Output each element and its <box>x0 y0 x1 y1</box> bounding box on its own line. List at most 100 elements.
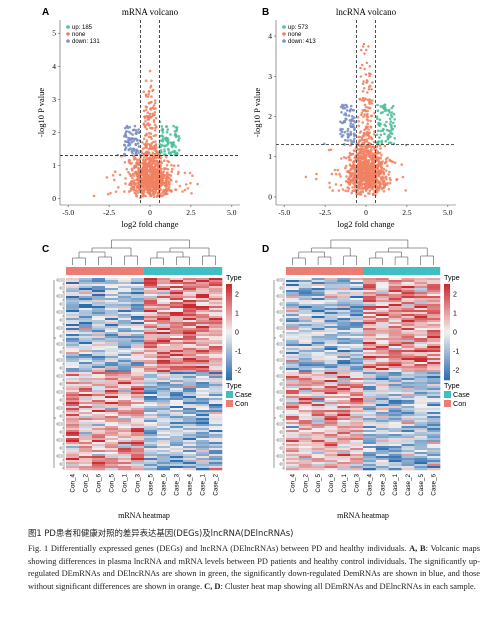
volcano-point <box>152 155 156 159</box>
scale-gradient-step <box>226 365 232 369</box>
scale-gradient-step <box>226 370 232 374</box>
volcano-point <box>170 142 173 146</box>
volcano-point <box>349 168 353 171</box>
volcano-point <box>172 124 175 128</box>
volcano-point <box>362 109 366 112</box>
volcano-point <box>362 45 365 48</box>
volcano-point <box>339 132 342 136</box>
scale-gradient-step <box>226 293 232 297</box>
panel-c-mrna-heatmap: C Con_4 Con_2 Con_6 Con_5 Con_1 Con_3 Case_5 Cas… <box>42 239 252 520</box>
volcano-point <box>154 159 158 163</box>
volcano-point <box>364 148 367 151</box>
volcano-points <box>304 42 408 198</box>
volcano-point <box>124 177 127 180</box>
scale-gradient-step <box>444 334 450 338</box>
volcano-point <box>181 190 184 193</box>
volcano-point <box>363 52 366 55</box>
volcano-point <box>127 170 130 174</box>
volcano-point <box>162 176 166 180</box>
volcano-point <box>358 191 361 194</box>
volcano-point <box>389 113 393 117</box>
volcano-point <box>347 114 351 117</box>
volcano-point <box>370 102 374 105</box>
group-annotation-cell <box>170 267 184 275</box>
volcano-point <box>379 156 383 160</box>
scale-tick-label: 2 <box>235 292 239 299</box>
volcano-point <box>168 183 171 186</box>
volcano-point <box>109 191 112 195</box>
volcano-point <box>151 162 154 165</box>
group-annotation-cell <box>105 267 119 275</box>
volcano-point <box>387 188 391 191</box>
group-legend-swatch <box>226 400 233 407</box>
heatmap-cells <box>66 278 223 471</box>
volcano-point <box>367 179 371 182</box>
volcano-point <box>183 188 187 192</box>
volcano-point <box>145 115 149 119</box>
volcano-point <box>189 181 192 185</box>
volcano-point <box>376 109 380 112</box>
volcano-point <box>133 171 137 174</box>
volcano-point <box>362 99 366 102</box>
group-legend-label: Case <box>235 390 252 399</box>
scale-gradient-step <box>444 365 450 369</box>
volcano-point <box>378 144 382 147</box>
volcano-point <box>367 137 371 140</box>
volcano-point <box>174 133 178 137</box>
volcano-point <box>382 171 385 174</box>
volcano-point <box>390 106 394 110</box>
volcano-point <box>359 66 362 70</box>
volcano-point <box>340 157 343 160</box>
sample-label: Case_6 <box>161 474 168 496</box>
volcano-point <box>170 189 173 192</box>
x-tick-label: 2.5 <box>186 208 196 217</box>
volcano-point <box>370 180 374 183</box>
volcano-point <box>173 151 177 154</box>
legend-swatch <box>282 25 286 29</box>
legend-swatch <box>282 39 286 43</box>
scale-gradient-step <box>226 351 232 354</box>
volcano-point <box>130 141 134 144</box>
x-tick-label: 2.5 <box>402 208 412 217</box>
caption-en-cd: C, D <box>204 581 221 591</box>
volcano-point <box>362 132 366 135</box>
volcano-point <box>347 169 351 173</box>
volcano-point <box>386 181 389 185</box>
volcano-point <box>148 143 152 146</box>
volcano-point <box>137 163 140 167</box>
volcano-point <box>145 127 149 131</box>
volcano-point <box>175 151 179 155</box>
volcano-point <box>149 147 152 150</box>
volcano-point <box>330 172 334 176</box>
volcano-point <box>130 150 134 153</box>
volcano-point <box>146 122 150 125</box>
volcano-point <box>379 105 383 108</box>
volcano-point <box>160 134 164 137</box>
volcano-point <box>356 192 359 196</box>
scale-gradient-step <box>444 305 450 309</box>
volcano-point <box>363 164 366 167</box>
volcano-point <box>367 85 371 89</box>
y-tick-label: 3 <box>52 95 56 104</box>
volcano-point <box>366 174 370 178</box>
heatmap-cells <box>286 278 441 471</box>
volcano-point <box>351 186 354 189</box>
volcano-point <box>379 133 383 137</box>
volcano-point <box>177 148 181 152</box>
group-annotation-cell <box>311 267 325 275</box>
volcano-point <box>341 107 345 110</box>
group-annotation-cell <box>131 267 145 275</box>
volcano-point <box>390 124 393 127</box>
volcano-point <box>141 141 144 144</box>
volcano-point <box>363 145 366 148</box>
volcano-point <box>147 118 151 121</box>
volcano-point <box>368 65 372 68</box>
volcano-point <box>361 186 364 190</box>
volcano-point <box>175 128 179 131</box>
y-axis-label: -log10 P value <box>252 88 262 137</box>
caption-en-mid: : Volcanic maps showing differences in p… <box>28 544 480 591</box>
volcano-point <box>358 131 362 134</box>
scale-gradient-step <box>226 322 232 326</box>
volcano-point <box>395 178 398 181</box>
